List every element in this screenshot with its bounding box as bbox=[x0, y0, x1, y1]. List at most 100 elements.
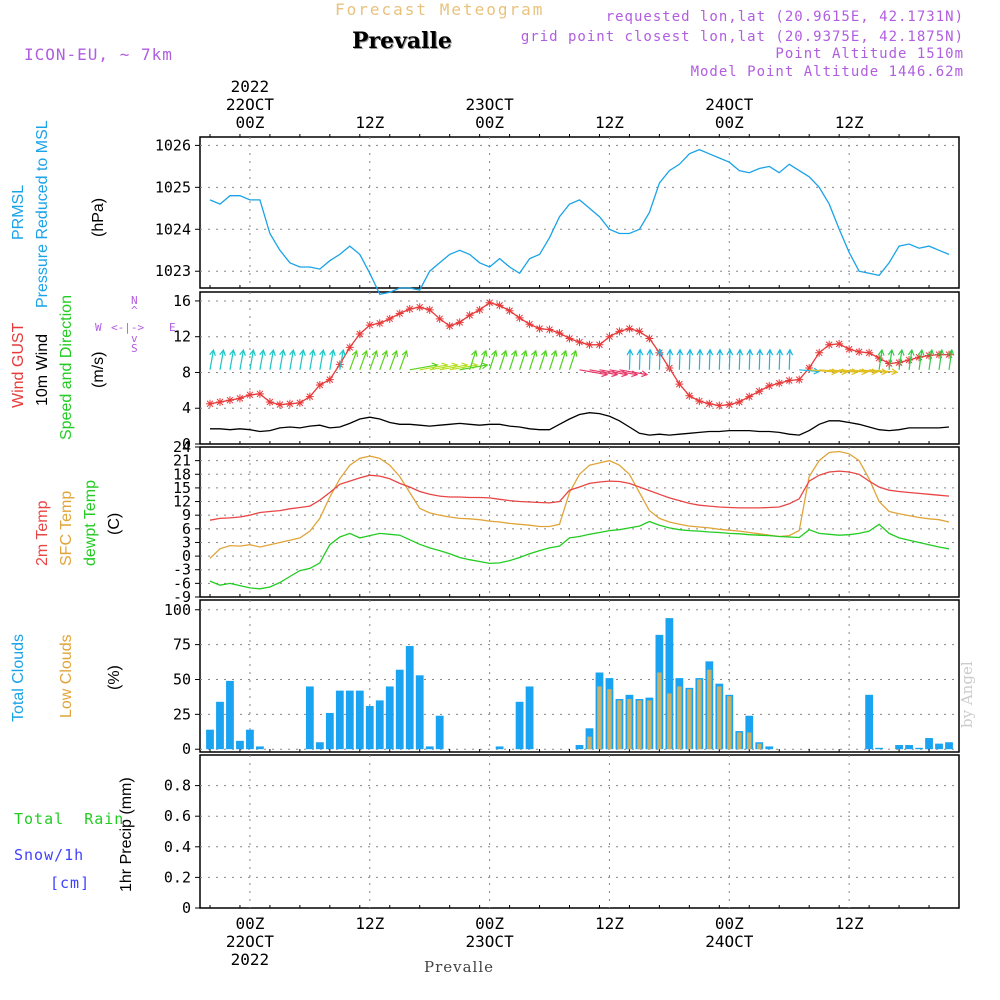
wind-direction-arrow bbox=[758, 349, 761, 370]
wind-gust-marker bbox=[895, 358, 904, 367]
total-cloud-bar bbox=[425, 746, 434, 750]
wind-direction-arrow bbox=[819, 369, 848, 373]
wind-direction-arrow bbox=[439, 364, 468, 371]
compass-horizontal-arrow: <-|-> bbox=[111, 321, 145, 334]
total-cloud-bar bbox=[335, 690, 344, 750]
wind-direction-arrow bbox=[728, 349, 731, 370]
temp-sfc-line bbox=[209, 450, 950, 559]
low-cloud-bar bbox=[747, 732, 752, 750]
wind-direction-arrow bbox=[359, 350, 368, 370]
wind-direction-arrow bbox=[768, 349, 771, 370]
wind-direction-arrowhead bbox=[540, 349, 548, 357]
wind-direction-arrow bbox=[829, 369, 858, 373]
panel-frame-clouds bbox=[199, 599, 960, 753]
panel-frame-precip bbox=[199, 754, 960, 909]
wind-direction-arrow bbox=[579, 369, 608, 376]
wind-gust-line bbox=[209, 301, 949, 407]
wind-gust-marker bbox=[705, 399, 714, 408]
wind-gust-marker bbox=[315, 380, 324, 389]
wind-direction-arrowhead bbox=[676, 348, 684, 356]
wind-gust-marker bbox=[755, 387, 764, 396]
wind-gust-marker bbox=[405, 304, 414, 313]
wind-direction-arrow bbox=[609, 369, 638, 376]
low-cloud-bar bbox=[717, 686, 722, 750]
wind-direction-arrowhead bbox=[391, 349, 399, 358]
compass-w: W bbox=[95, 321, 102, 334]
wind-gust-marker bbox=[605, 332, 614, 341]
top-time-label: 23OCT bbox=[466, 95, 515, 114]
wind-gust-marker bbox=[535, 324, 544, 333]
total-cloud-bar bbox=[865, 694, 874, 750]
wind-direction-arrow bbox=[778, 349, 781, 370]
wind-direction-arrow bbox=[489, 350, 497, 370]
wind-direction-arrow bbox=[678, 349, 681, 370]
wind-direction-arrowhead bbox=[646, 348, 654, 356]
wind-gust-marker bbox=[805, 364, 814, 372]
total-cloud-bar bbox=[875, 747, 884, 750]
y-tick-label-clouds: 25 bbox=[173, 705, 191, 723]
wind-direction-arrow bbox=[289, 349, 294, 370]
wind-direction-arrow bbox=[948, 349, 953, 370]
wind-direction-arrowhead bbox=[560, 349, 568, 357]
model-name: ICON-EU, ~ 7km bbox=[24, 45, 173, 64]
wind-direction-arrow bbox=[279, 349, 284, 370]
pressure-line bbox=[209, 148, 950, 296]
wind-direction-arrow bbox=[319, 349, 324, 370]
precip-label-snow-unit: [cm] bbox=[50, 874, 91, 892]
wind-gust-marker bbox=[635, 327, 644, 336]
wind-direction-arrow bbox=[878, 349, 883, 370]
total-cloud-bar bbox=[905, 745, 913, 750]
compass-s: S bbox=[131, 342, 138, 355]
wind-direction-arrowhead bbox=[927, 348, 935, 356]
wind-direction-arrow bbox=[558, 350, 567, 370]
wind-direction-arrow bbox=[638, 349, 641, 370]
total-cloud-bar bbox=[665, 618, 674, 750]
low-cloud-bar bbox=[677, 686, 682, 750]
wind-direction-arrowhead bbox=[887, 348, 895, 356]
wind-gust-marker bbox=[685, 391, 694, 400]
wind-direction-arrowhead bbox=[937, 348, 945, 356]
y-tick-label-wind: 0 bbox=[182, 435, 191, 453]
wind-gust-marker bbox=[585, 340, 594, 349]
low-cloud-bar bbox=[587, 736, 592, 750]
y-tick-label-temperature: 24 bbox=[173, 438, 191, 456]
wind-gust-marker bbox=[445, 321, 454, 330]
wind-gust-marker bbox=[615, 327, 624, 336]
wind-gust-marker bbox=[875, 354, 884, 363]
total-cloud-bar bbox=[935, 743, 943, 750]
low-cloud-bar bbox=[707, 669, 712, 750]
y-tick-label-temperature: 12 bbox=[173, 493, 191, 511]
panel-frame-pressure bbox=[199, 136, 960, 289]
wind-gust-marker bbox=[845, 345, 854, 354]
wind-gust-marker bbox=[215, 397, 224, 406]
wind-direction-arrowhead bbox=[706, 348, 714, 356]
wind-direction-arrowhead bbox=[636, 348, 644, 356]
wind-direction-arrow bbox=[309, 349, 314, 370]
wind-gust-marker bbox=[745, 392, 754, 401]
wind-gust-marker bbox=[695, 397, 704, 406]
total-cloud-bar bbox=[246, 729, 254, 750]
wind-direction-arrowhead bbox=[656, 348, 664, 356]
chart-title: Forecast Meteogram bbox=[335, 0, 545, 19]
top-time-label: 22OCT bbox=[226, 95, 275, 114]
wind-direction-arrow bbox=[738, 349, 741, 370]
wind-direction-arrowhead bbox=[381, 349, 389, 358]
top-time-label: 00Z bbox=[715, 113, 744, 132]
total-cloud-bar bbox=[415, 675, 424, 750]
bottom-time-label: 12Z bbox=[835, 914, 864, 933]
wind-direction-arrowhead bbox=[491, 349, 498, 357]
wind-direction-arrow bbox=[389, 350, 398, 370]
wind-direction-arrowhead bbox=[259, 348, 266, 356]
low-cloud-bar bbox=[657, 672, 662, 750]
wind-gust-marker bbox=[865, 348, 874, 357]
wind-direction-arrow bbox=[708, 349, 711, 370]
wind-gust-marker bbox=[305, 392, 314, 401]
wind-gust-marker bbox=[835, 339, 844, 348]
point-altitude: Point Altitude 1510m bbox=[775, 46, 964, 62]
wind-gust-marker bbox=[825, 340, 834, 349]
wind-gust-marker bbox=[205, 399, 214, 408]
compass-up-arrow: ^ bbox=[131, 304, 138, 317]
y-tick-label-temperature: 6 bbox=[182, 520, 191, 538]
wind-direction-arrowhead bbox=[279, 348, 286, 356]
wind-gust-marker bbox=[795, 375, 804, 384]
